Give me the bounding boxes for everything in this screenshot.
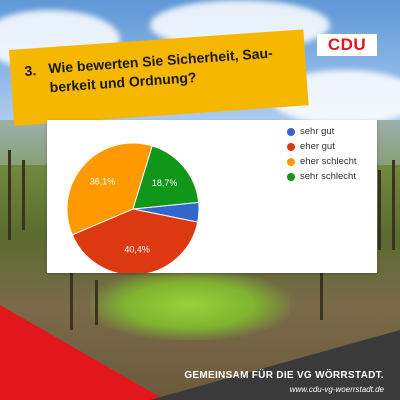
vine-post xyxy=(320,270,323,320)
pie-slice-eher-schlecht xyxy=(66,142,153,236)
pie-label-sehr-schlecht: 18,7% xyxy=(152,178,178,188)
footer-url: www.cdu-vg-woerrstadt.de xyxy=(289,385,384,394)
legend-swatch xyxy=(287,142,295,151)
legend-swatch xyxy=(287,127,295,136)
vine-post xyxy=(8,150,11,240)
pie-slice-sehr-schlecht xyxy=(132,145,200,210)
legend-item-eher-gut: eher gut xyxy=(287,139,357,154)
legend-item-sehr-gut: sehr gut xyxy=(287,124,357,139)
vine-post xyxy=(392,160,395,250)
vine-post xyxy=(22,160,25,230)
legend-item-sehr-schlecht: sehr schlecht xyxy=(287,169,357,184)
chart-card: 40,4% 36,1% 18,7% sehr gut eher gut eher sch… xyxy=(47,120,377,273)
legend-label: sehr schlecht xyxy=(300,171,356,182)
question-number: 3. xyxy=(23,62,37,79)
legend-swatch xyxy=(287,157,295,166)
legend-label: eher schlecht xyxy=(300,156,357,167)
legend-item-eher-schlecht: eher schlecht xyxy=(287,154,357,169)
cdu-logo: CDU xyxy=(317,34,377,56)
chart-legend: sehr gut eher gut eher schlecht sehr schlec… xyxy=(287,124,357,184)
legend-label: sehr gut xyxy=(300,126,335,137)
legend-label: eher gut xyxy=(300,141,335,152)
pie-label-eher-schlecht: 36,1% xyxy=(90,177,116,187)
pie-slice-eher-gut xyxy=(71,208,199,273)
vine-post xyxy=(70,270,73,330)
legend-swatch xyxy=(287,172,295,181)
pie-chart: 40,4% 36,1% 18,7% xyxy=(66,142,200,273)
question-text: Wie bewerten Sie Sicherheit, Sau- berkei… xyxy=(48,42,300,97)
pie-label-eher-gut: 40,4% xyxy=(124,245,150,255)
vine-post xyxy=(378,170,381,250)
cdu-logo-text: CDU xyxy=(327,35,367,54)
vine-post xyxy=(95,280,98,325)
footer-slogan: GEMEINSAM FÜR DIE VG WÖRRSTADT. xyxy=(184,370,384,381)
grass-patch xyxy=(90,270,290,340)
